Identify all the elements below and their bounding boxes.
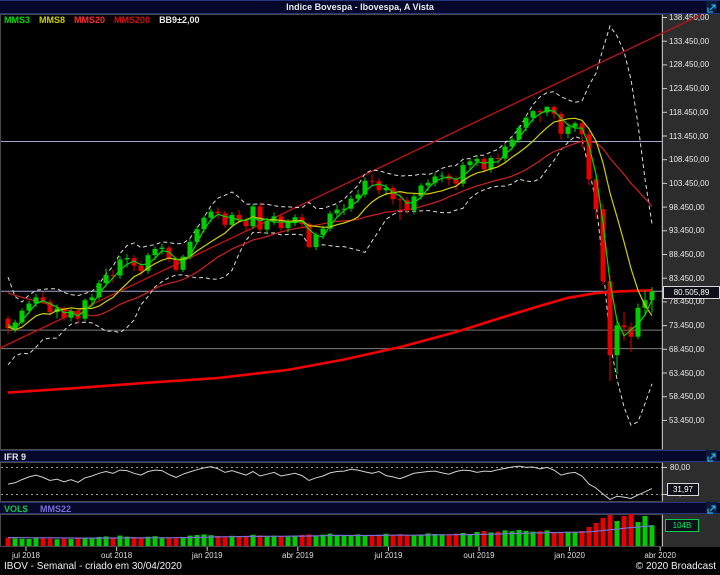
status-left: IBOV - Semanal - criado em 30/04/2020 (4, 561, 182, 572)
y-axis-label: 63.450,00 (669, 368, 705, 378)
y-axis-label: 108.450,00 (669, 155, 710, 165)
x-axis-label: jan 2019 (191, 551, 223, 560)
volume-value-box: 104B (665, 519, 699, 532)
legend-mms8: MMS8 (39, 15, 66, 25)
y-axis-label: 138.450,00 (669, 13, 710, 22)
y-axis-label: 73.450,00 (669, 321, 705, 331)
y-axis-label: 53.450,00 (669, 415, 705, 425)
y-axis-label: 98.450,00 (669, 202, 705, 212)
y-axis-label: 93.450,00 (669, 226, 705, 236)
indicator-legend: MMS3 MMS8 MMS20 MMS200 BB9±2,00 (4, 15, 209, 25)
y-axis-label: 58.450,00 (669, 392, 705, 402)
x-axis-label: out 2019 (463, 551, 495, 560)
x-axis-label: jul 2019 (374, 551, 403, 560)
ifr-value-box: 31,97 (667, 483, 699, 496)
y-axis-label: 113.450,00 (669, 131, 709, 141)
x-axis-label: abr 2020 (644, 551, 676, 560)
expand-icon[interactable] (706, 450, 717, 462)
status-right: © 2020 Broadcast (635, 561, 716, 572)
y-axis-label: 88.450,00 (669, 250, 705, 259)
y-axis-label: 133.450,00 (669, 36, 710, 46)
x-axis-label: out 2018 (101, 551, 133, 560)
chart-title: Indice Bovespa - Ibovespa, A Vista (286, 2, 434, 12)
ifr-upper-level-label: 80,00 (670, 463, 691, 472)
y-axis-label: 68.450,00 (669, 344, 705, 354)
legend-mms200: MMS200 (114, 15, 151, 25)
expand-icon[interactable] (706, 502, 717, 514)
last-price-box: 80.505,89 (663, 286, 720, 299)
chart-title-bar: Indice Bovespa - Ibovespa, A Vista (0, 0, 720, 14)
y-axis-label: 103.450,00 (669, 178, 710, 188)
price-axis-gutter[interactable]: 138.450,00 133.450,00 128.450,00 123.450,00… (663, 13, 720, 450)
x-axis-label: jul 2018 (11, 551, 41, 560)
expand-icon[interactable] (706, 1, 717, 13)
y-axis-label: 123.450,00 (669, 84, 710, 94)
ifr-panel-title: IFR 9 (4, 452, 27, 462)
legend-bb9: BB9±2,00 (159, 15, 200, 25)
y-axis-label: 78.450,00 (669, 297, 705, 307)
volume-panel-title: VOL$ (4, 504, 28, 514)
ifr-panel-header[interactable]: IFR 9 (0, 450, 720, 462)
volume-ma-label: MMS22 (40, 504, 72, 514)
y-axis-label: 118.450,00 (669, 107, 709, 117)
status-bar: IBOV - Semanal - criado em 30/04/2020 © … (0, 560, 720, 575)
y-axis-label: 128.450,00 (669, 60, 710, 70)
volume-panel-header[interactable]: VOL$ MMS22 (0, 502, 720, 514)
x-axis-label: abr 2019 (282, 551, 314, 560)
x-axis-label: jan 2020 (554, 551, 585, 560)
legend-mms20: MMS20 (74, 15, 106, 25)
y-axis-label: 83.450,00 (669, 273, 705, 283)
legend-mms3: MMS3 (4, 15, 31, 25)
